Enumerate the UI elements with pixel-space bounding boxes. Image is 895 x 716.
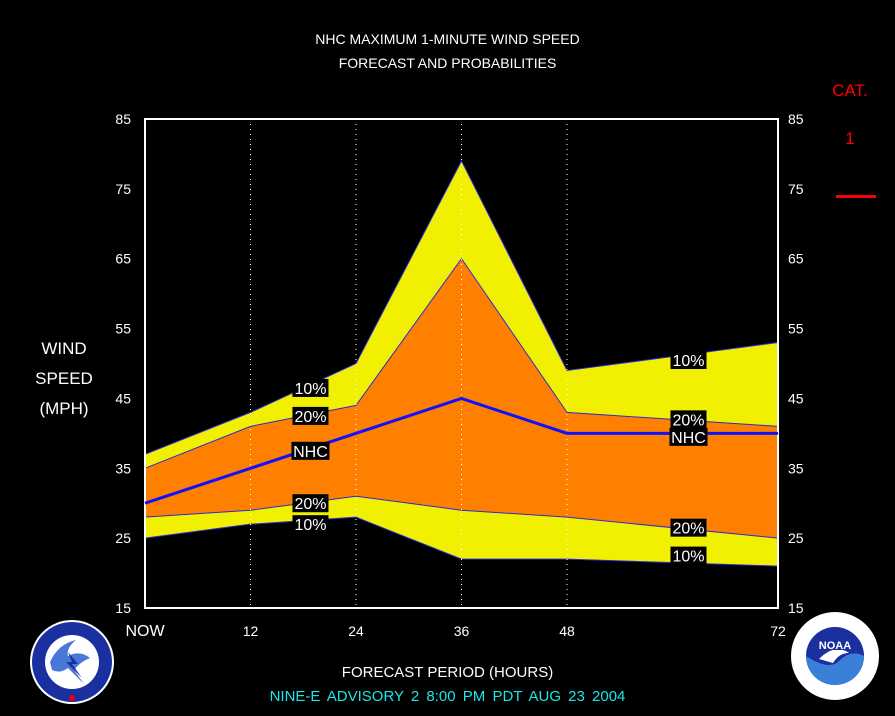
y-axis-label: WIND SPEED (MPH) [20,334,108,424]
y-tick-label-left: 55 [115,321,131,337]
y-tick-label-right: 75 [788,181,804,197]
series-label: NHC [671,430,706,447]
series-label-box [670,546,707,565]
advisory-footer: NINE-E ADVISORY 2 8:00 PM PDT AUG 23 200… [269,688,626,705]
plot-frame [144,118,779,609]
y-axis-label-line-3: (MPH) [39,399,89,418]
series-line-4 [144,516,779,567]
y-tick-label-right: 25 [788,530,804,546]
series-label: NHC [293,444,328,461]
series-label: 10% [294,517,326,534]
y-tick-label-right: 85 [788,111,804,127]
svg-text:NOAA: NOAA [819,640,851,652]
y-tick-label-left: 85 [115,111,131,127]
y-tick-label-right: 45 [788,390,804,406]
y-tick-label-left: 75 [115,181,131,197]
series-label-box [670,518,707,537]
chart-title-line-1: NHC MAXIMUM 1-MINUTE WIND SPEED [315,31,580,47]
nhc-forecast-line [144,396,778,505]
chart-title-line-2: FORECAST AND PROBABILITIES [338,55,557,71]
series-label: 20% [672,412,704,429]
series-label-box [292,406,329,425]
series-label: 10% [672,549,704,566]
series-label-box [292,515,329,534]
series-label-box [670,351,707,370]
category-threshold-marker [836,195,876,198]
series-line-3 [144,495,779,539]
series-label-box [291,441,330,460]
series-label: 20% [672,521,704,538]
x-tick-label: 24 [348,623,364,639]
y-tick-label-right: 55 [788,321,804,337]
series-label-box [292,378,329,397]
x-axis-label: FORECAST PERIOD (HOURS) [341,664,554,681]
series-label: 20% [294,409,326,426]
series-label: 10% [672,353,704,370]
y-tick-label-right: 65 [788,251,804,267]
category-title: CAT. [832,81,868,100]
x-tick-label: 48 [559,623,575,639]
series-line-1 [144,159,779,455]
y-axis-label-line-1: WIND [41,339,87,358]
noaa-logo-icon: NOAA [791,612,879,700]
series-label-box [670,410,707,429]
x-tick-label: 36 [454,623,470,639]
y-tick-label-left: 65 [115,251,131,267]
series-label: 20% [294,496,326,513]
y-tick-label-right: 15 [788,600,804,616]
x-tick-label: 12 [243,623,259,639]
x-tick-label: 72 [770,623,786,639]
y-tick-label-left: 25 [115,530,131,546]
y-tick-label-left: 15 [115,600,131,616]
y-tick-label-left: 45 [115,390,131,406]
category-value: 1 [845,129,855,148]
series-line-2 [144,257,779,469]
series-label: 10% [294,381,326,398]
series-label-box [669,427,708,446]
nws-logo-icon [30,620,114,704]
y-tick-label-left: 35 [115,460,131,476]
series-label-box [292,494,329,513]
x-tick-label: NOW [125,623,165,640]
y-axis-label-line-2: SPEED [35,369,93,388]
y-tick-label-right: 35 [788,460,804,476]
